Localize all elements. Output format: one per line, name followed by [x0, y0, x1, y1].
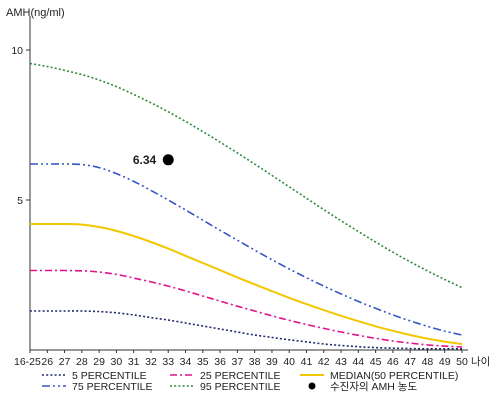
x-tick-label: 40	[283, 356, 295, 368]
x-tick-label: 29	[93, 356, 105, 368]
x-tick-label: 27	[59, 356, 71, 368]
y-axis-label: AMH(ng/ml)	[6, 7, 65, 19]
y-tick-label: 10	[11, 45, 23, 57]
x-axis-label: 나이	[471, 356, 490, 368]
x-tick-label: 31	[128, 356, 140, 368]
legend-label: 25 PERCENTILE	[200, 370, 281, 382]
x-tick-label: 49	[439, 356, 451, 368]
legend-label: 5 PERCENTILE	[72, 370, 147, 382]
series-line-25-percentile	[29, 269, 463, 348]
patient-amh-value-label: 6.34	[133, 153, 157, 167]
x-tick-label: 34	[180, 356, 192, 368]
axes: 5 10 16-25 26 27 28 29 30 31 32 33 34 35 36 37 38 39 40 41…	[11, 16, 468, 368]
x-tick-label: 42	[318, 356, 330, 368]
series-line-median-50-percentile	[30, 222, 463, 345]
x-tick-label: 50	[456, 356, 468, 368]
x-tick-label: 43	[335, 356, 347, 368]
x-tick-label: 44	[352, 356, 364, 368]
patient-amh-marker	[162, 154, 174, 166]
series-layer	[29, 62, 463, 350]
legend-label: 95 PERCENTILE	[200, 381, 281, 393]
x-tick-label: 48	[422, 356, 434, 368]
x-tick-label: 16-25	[14, 356, 41, 368]
legend-label: 수진자의 AMH 농도	[330, 381, 417, 393]
x-tick-label: 38	[249, 356, 261, 368]
x-tick-label: 35	[197, 356, 209, 368]
marker-layer: 6.34	[133, 153, 174, 167]
y-tick-label: 5	[17, 195, 23, 207]
x-tick-label: 36	[214, 356, 226, 368]
x-tick-label: 47	[404, 356, 416, 368]
legend-marker-swatch	[308, 382, 316, 390]
legend-label: 75 PERCENTILE	[72, 381, 153, 393]
x-tick-label: 45	[370, 356, 382, 368]
x-tick-label: 26	[41, 356, 53, 368]
series-line-75-percentile	[30, 163, 463, 336]
legend-label: MEDIAN(50 PERCENTILE)	[330, 370, 458, 382]
x-tick-label: 41	[301, 356, 313, 368]
x-tick-label: 37	[232, 356, 244, 368]
x-tick-label: 33	[162, 356, 174, 368]
x-tick-label: 30	[111, 356, 123, 368]
legend: 5 PERCENTILE 25 PERCENTILE MEDIAN(50 PERCE…	[42, 370, 458, 393]
series-line-95-percentile	[29, 62, 463, 289]
x-tick-label: 46	[387, 356, 399, 368]
x-tick-label: 28	[76, 356, 88, 368]
x-tick-label: 39	[266, 356, 278, 368]
x-tick-label: 32	[145, 356, 157, 368]
